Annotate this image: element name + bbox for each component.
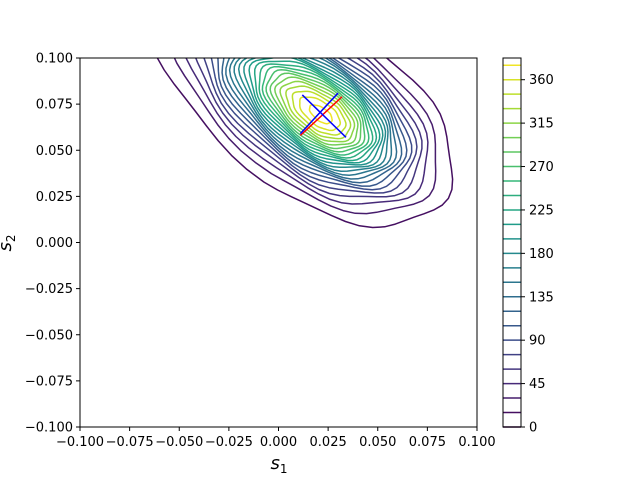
x-tick-label: 0.000 xyxy=(260,435,297,450)
colorbar xyxy=(503,64,521,428)
x-axis-ticks: −0.100 −0.075 −0.050 −0.025 0.000 0.025 0.050 0… xyxy=(56,427,496,450)
colorbar-frame xyxy=(502,57,522,428)
cross-marker-line xyxy=(299,96,343,137)
contour-level xyxy=(299,96,342,132)
colorbar-tick-label: 135 xyxy=(529,290,554,305)
colorbar-ticks: 0 45 90 135 180 225 270 315 360 xyxy=(521,73,554,436)
x-tick-label: −0.075 xyxy=(106,435,154,450)
contour-level xyxy=(291,90,347,136)
contour-level xyxy=(225,58,398,180)
contour-level xyxy=(279,80,356,143)
x-tick-label: 0.075 xyxy=(409,435,446,450)
colorbar-tick-label: 270 xyxy=(529,160,554,175)
y-axis-label: s2 xyxy=(0,234,18,251)
contour-level xyxy=(274,76,359,146)
y-tick-label: 0.050 xyxy=(36,144,73,159)
x-axis-label: s1 xyxy=(270,453,287,476)
contour-level xyxy=(210,58,413,191)
cross-markers xyxy=(299,92,347,138)
contour-level xyxy=(228,58,393,176)
contour-level xyxy=(243,58,384,166)
y-tick-label: 0.075 xyxy=(36,98,73,113)
contour-level xyxy=(308,104,333,125)
x-tick-label: −0.100 xyxy=(56,435,104,450)
x-tick-label: 0.025 xyxy=(310,435,347,450)
cross-marker-line xyxy=(301,94,347,138)
contour-level xyxy=(269,72,362,150)
y-tick-label: −0.075 xyxy=(25,374,73,389)
contour-level xyxy=(265,68,366,153)
contour-level xyxy=(156,58,454,229)
y-tick-label: −0.050 xyxy=(25,328,73,343)
contour-level xyxy=(221,58,403,184)
contour-level xyxy=(258,63,374,159)
cross-marker-line xyxy=(299,92,339,135)
x-tick-label: −0.025 xyxy=(205,435,253,450)
contour-level xyxy=(173,58,437,215)
colorbar-tick-label: 315 xyxy=(529,117,554,132)
y-tick-label: 0.100 xyxy=(36,52,73,67)
colorbar-tick-label: 90 xyxy=(529,334,546,349)
y-tick-label: −0.025 xyxy=(25,282,73,297)
colorbar-tick-label: 0 xyxy=(529,421,537,436)
contour-level xyxy=(285,85,352,140)
contour-level xyxy=(185,58,429,205)
contour-lines xyxy=(156,58,454,229)
contour-level xyxy=(217,58,408,187)
colorbar-tick-label: 360 xyxy=(529,73,554,88)
colorbar-tick-label: 180 xyxy=(529,247,554,262)
contour-level xyxy=(253,60,378,162)
x-tick-label: 0.100 xyxy=(458,435,495,450)
y-tick-label: −0.100 xyxy=(25,421,73,436)
x-tick-label: 0.050 xyxy=(359,435,396,450)
contour-level xyxy=(248,58,381,164)
y-tick-label: 0.000 xyxy=(36,236,73,251)
contour-level xyxy=(194,58,423,198)
contour-level xyxy=(203,58,418,194)
y-tick-label: 0.025 xyxy=(36,190,73,205)
y-axis-ticks: −0.100 −0.075 −0.050 −0.025 0.000 0.025 0.050 0… xyxy=(25,52,80,436)
x-tick-label: −0.050 xyxy=(155,435,203,450)
contour-level xyxy=(261,65,370,156)
colorbar-tick-label: 45 xyxy=(529,377,546,392)
contour-level xyxy=(233,58,389,172)
colorbar-tick-label: 225 xyxy=(529,203,554,218)
